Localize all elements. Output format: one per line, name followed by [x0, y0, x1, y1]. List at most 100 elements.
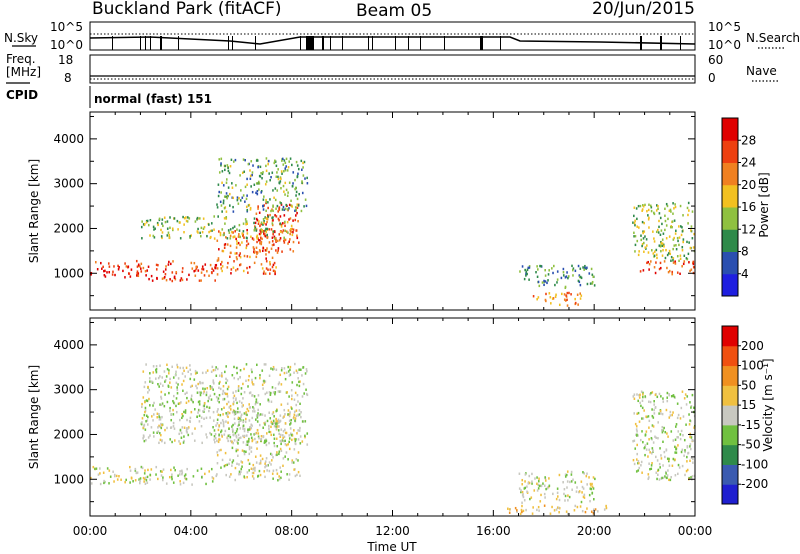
- heatmap-cell: [161, 423, 163, 427]
- heatmap-cell: [296, 206, 299, 210]
- heatmap-cell: [685, 469, 688, 473]
- cpid-text: normal (fast) 151: [94, 92, 212, 106]
- colorbar-segment: [722, 251, 738, 275]
- heatmap-cell: [246, 413, 248, 417]
- heatmap-cell: [525, 508, 527, 512]
- heatmap-cell: [283, 159, 286, 162]
- heatmap-cell: [268, 424, 270, 428]
- heatmap-cell: [666, 253, 669, 257]
- colorbar-tick-label: 15: [741, 398, 756, 412]
- heatmap-cell: [189, 236, 191, 239]
- heatmap-cell: [218, 434, 220, 438]
- heatmap-cell: [548, 484, 551, 487]
- heatmap-cell: [262, 223, 264, 226]
- heatmap-cell: [298, 192, 301, 196]
- y-tick-label: 1000: [53, 472, 84, 486]
- y-tick-label: 4000: [53, 338, 84, 352]
- heatmap-cell: [255, 255, 258, 259]
- heatmap-cell: [185, 366, 188, 370]
- heatmap-cell: [653, 250, 656, 253]
- heatmap-cell: [244, 158, 246, 162]
- heatmap-cell: [218, 171, 221, 174]
- heatmap-cell: [673, 219, 676, 222]
- heatmap-cell: [259, 165, 262, 169]
- heatmap-cell: [552, 271, 554, 275]
- heatmap-cell: [682, 434, 684, 437]
- heatmap-cell: [579, 267, 582, 270]
- heatmap-cell: [237, 454, 239, 458]
- heatmap-cell: [669, 252, 672, 256]
- heatmap-cell: [271, 171, 274, 174]
- heatmap-cell: [642, 230, 644, 233]
- heatmap-cell: [226, 243, 229, 246]
- heatmap-cell: [213, 215, 216, 218]
- heatmap-cell: [160, 395, 162, 399]
- heatmap-cell: [677, 239, 679, 243]
- heatmap-cell: [216, 203, 218, 206]
- heatmap-cell: [644, 433, 647, 436]
- heatmap-cell: [252, 164, 254, 167]
- heatmap-cell: [671, 220, 674, 223]
- heatmap-cell: [188, 419, 191, 423]
- heatmap-cell: [641, 208, 644, 211]
- heatmap-cell: [269, 263, 271, 266]
- heatmap-cell: [222, 199, 225, 202]
- heatmap-cell: [664, 207, 666, 211]
- heatmap-cell: [157, 223, 159, 227]
- heatmap-cell: [256, 447, 258, 450]
- heatmap-cell: [137, 263, 140, 266]
- heatmap-cell: [284, 377, 287, 381]
- heatmap-cell: [159, 403, 161, 406]
- heatmap-cell: [288, 218, 290, 221]
- heatmap-cell: [229, 192, 231, 196]
- heatmap-cell: [144, 400, 146, 404]
- heatmap-cell: [221, 249, 224, 253]
- heatmap-cell: [228, 171, 231, 175]
- heatmap-cell: [655, 471, 658, 474]
- heatmap-cell: [665, 237, 668, 240]
- heatmap-cell: [181, 372, 184, 375]
- heatmap-cell: [232, 210, 235, 213]
- heatmap-cell: [225, 412, 228, 415]
- heatmap-cell: [556, 487, 559, 490]
- heatmap-cell: [556, 495, 559, 498]
- heatmap-cell: [146, 423, 149, 426]
- heatmap-cell: [684, 450, 686, 454]
- heatmap-cell: [134, 469, 137, 472]
- heatmap-cell: [288, 434, 291, 437]
- heatmap-cell: [295, 229, 298, 232]
- heatmap-cell: [220, 434, 223, 437]
- heatmap-cell: [203, 407, 206, 411]
- heatmap-cell: [590, 510, 593, 513]
- heatmap-cell: [206, 387, 209, 390]
- heatmap-cell: [284, 413, 286, 416]
- heatmap-cell: [260, 171, 262, 175]
- heatmap-cell: [203, 274, 206, 277]
- heatmap-cell: [669, 410, 672, 414]
- heatmap-cell: [193, 261, 196, 265]
- heatmap-cell: [293, 448, 296, 451]
- heatmap-cell: [225, 473, 228, 477]
- heatmap-cell: [279, 466, 281, 469]
- heatmap-cell: [282, 430, 285, 433]
- heatmap-cell: [244, 417, 247, 421]
- heatmap-cell: [168, 260, 170, 264]
- heatmap-cell: [229, 234, 232, 238]
- heatmap-cell: [187, 433, 190, 437]
- heatmap-cell: [266, 227, 269, 231]
- heatmap-cell: [684, 473, 686, 477]
- heatmap-cell: [172, 481, 175, 484]
- heatmap-cell: [261, 413, 264, 416]
- heatmap-cell: [145, 479, 148, 482]
- heatmap-cell: [158, 418, 161, 421]
- heatmap-cell: [274, 272, 276, 276]
- heatmap-cell: [279, 215, 282, 218]
- heatmap-cell: [634, 219, 636, 223]
- colorbar-segment: [722, 326, 738, 347]
- heatmap-cell: [258, 423, 261, 427]
- heatmap-cell: [192, 475, 195, 478]
- heatmap-cell: [247, 242, 250, 246]
- heatmap-cell: [248, 437, 250, 441]
- heatmap-cell: [216, 418, 219, 421]
- heatmap-cell: [254, 418, 257, 421]
